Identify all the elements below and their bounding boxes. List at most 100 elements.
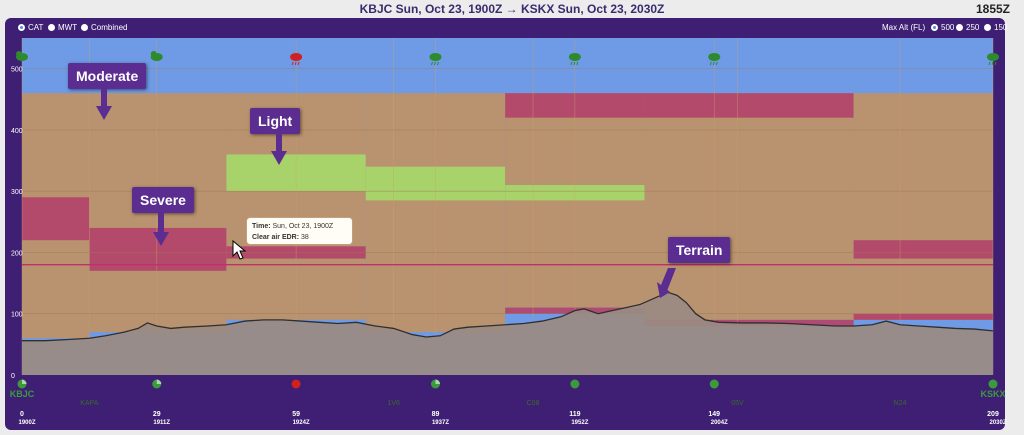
tooltip-edr-label: Clear air EDR: — [252, 234, 300, 241]
partly-cloudy-icon — [16, 51, 28, 61]
callout-moderate: Moderate — [68, 63, 147, 89]
max-alt-value: 150 — [994, 23, 1008, 32]
max-alt-option-250[interactable]: 250 — [956, 23, 979, 32]
y-tick-label: 400 — [11, 128, 23, 135]
distance-label: 149 — [708, 411, 720, 418]
radio-selected-icon[interactable] — [931, 24, 938, 31]
marker-circle — [291, 379, 301, 389]
max-alt-value: 250 — [966, 23, 980, 32]
layer-option-combined[interactable]: Combined — [81, 23, 127, 32]
dot-icon — [709, 379, 719, 389]
rain-drop — [994, 61, 997, 66]
marker-circle — [709, 379, 719, 389]
severe-turbulence-band — [644, 93, 854, 118]
waypoint-label: 05V — [731, 400, 744, 407]
distance-label: 209 — [987, 411, 999, 418]
distance-label: 119 — [569, 411, 580, 418]
radio-icon[interactable] — [984, 24, 991, 31]
current-time: 1855Z — [975, 2, 1010, 16]
max-alt-option-150[interactable]: 150 — [984, 23, 1007, 32]
cloud-shape — [708, 53, 721, 61]
radio-icon[interactable] — [956, 24, 963, 31]
y-tick-label: 0 — [11, 373, 15, 380]
rain-drop — [988, 61, 991, 66]
cloud-shape — [290, 53, 303, 61]
time-label: 1952Z — [571, 420, 588, 426]
cloud-shape — [150, 53, 163, 61]
rain-drop — [712, 61, 715, 66]
radio-icon[interactable] — [81, 24, 88, 31]
max-alt-value: 500 — [941, 23, 955, 32]
rain-drop — [991, 61, 994, 66]
rain-drop — [294, 61, 297, 66]
time-label: 2004Z — [711, 420, 728, 426]
showers-icon — [987, 53, 999, 66]
partial-icon — [152, 379, 162, 389]
callout-light: Light — [250, 108, 301, 134]
distance-label: 0 — [20, 411, 24, 418]
cloud-shape — [429, 53, 442, 61]
dot-icon — [570, 379, 580, 389]
callout-severe: Severe — [132, 187, 194, 213]
moderate-turbulence-band — [853, 93, 993, 320]
rain-drop — [431, 61, 433, 66]
rain-icon — [708, 53, 721, 66]
moderate-turbulence-band — [644, 93, 854, 320]
dot-icon — [291, 379, 301, 389]
y-tick-label: 300 — [11, 189, 23, 196]
time-label: 1900Z — [18, 420, 35, 426]
rain-icon — [568, 53, 581, 66]
cloud-shape — [987, 53, 999, 61]
cloud-shape — [16, 53, 28, 61]
rain-drop — [573, 61, 576, 66]
marker-wedge — [435, 379, 440, 384]
partial-icon — [430, 379, 440, 389]
layer-label: CAT — [28, 23, 44, 32]
distance-label: 29 — [153, 411, 161, 418]
y-tick-label: 200 — [11, 250, 23, 257]
rain-drop — [437, 61, 439, 66]
layer-option-mwt[interactable]: MWT — [48, 23, 77, 32]
callout-terrain: Terrain — [668, 237, 731, 263]
severe-turbulence-band — [853, 313, 993, 320]
severe-turbulence-band — [853, 240, 993, 259]
y-tick-label: 500 — [11, 67, 23, 74]
dot-icon — [988, 379, 998, 389]
rain-drop — [709, 61, 712, 66]
distance-label: 59 — [292, 411, 300, 418]
partly-cloudy-icon — [150, 51, 163, 61]
time-label: 1937Z — [432, 420, 449, 426]
rain-icon — [429, 53, 442, 66]
waypoint-label: 1V6 — [387, 400, 400, 407]
time-label: 1924Z — [293, 420, 310, 426]
waypoint-label: C08 — [527, 400, 540, 407]
max-alt-label: Max Alt (FL) — [882, 23, 926, 32]
tooltip-edr-value: 38 — [301, 234, 309, 241]
marker-circle — [988, 379, 998, 389]
rain-drop — [576, 61, 579, 66]
layer-label: MWT — [58, 23, 78, 32]
y-tick-label: 100 — [11, 312, 23, 319]
max-alt-option-500[interactable]: 500 — [931, 23, 954, 32]
rain-drop — [570, 61, 573, 66]
radio-icon[interactable] — [48, 24, 55, 31]
severe-turbulence-band — [22, 197, 90, 241]
terrain-area — [22, 292, 993, 375]
marker-circle — [570, 379, 580, 389]
marker-wedge — [22, 379, 27, 384]
waypoint-label: KAPA — [80, 400, 98, 407]
cloud-shape — [568, 53, 581, 61]
marker-wedge — [156, 379, 162, 384]
rain-drop — [434, 61, 436, 66]
terrain-line — [22, 291, 994, 342]
layer-option-cat[interactable]: CAT — [18, 23, 43, 32]
thunderstorm-icon — [290, 53, 303, 66]
rain-drop — [291, 61, 294, 66]
hover-tooltip: Time: Sun, Oct 23, 1900Z Clear air EDR: … — [246, 217, 353, 245]
waypoint-label: KBJC — [10, 389, 35, 399]
distance-label: 89 — [432, 411, 440, 418]
rain-drop — [297, 61, 300, 66]
time-label: 2030Z — [989, 420, 1006, 426]
radio-selected-icon[interactable] — [18, 24, 25, 31]
